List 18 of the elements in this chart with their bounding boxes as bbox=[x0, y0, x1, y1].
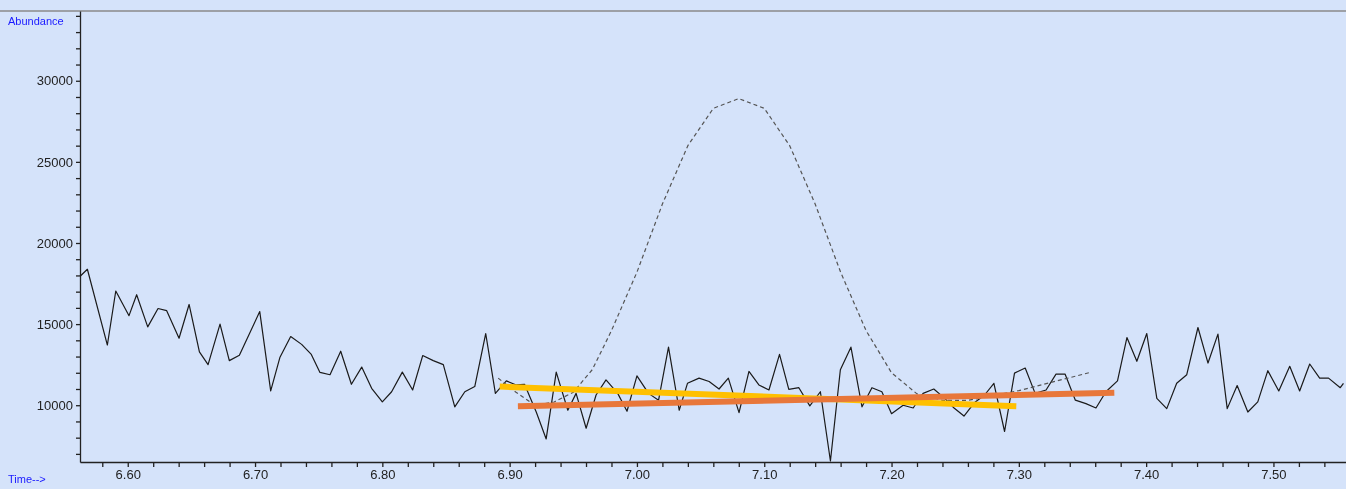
y-tick-label: 15000 bbox=[36, 316, 73, 332]
x-tick-label: 7.40 bbox=[1133, 467, 1160, 483]
x-tick-label: 7.30 bbox=[1006, 467, 1032, 483]
x-tick-label: 6.70 bbox=[242, 467, 269, 483]
y-tick-label: 20000 bbox=[36, 235, 73, 251]
y-tick-label: 30000 bbox=[36, 73, 73, 89]
x-tick-label: 7.00 bbox=[624, 467, 651, 483]
x-tick-label: 7.20 bbox=[879, 467, 905, 483]
x-tick-label: 7.50 bbox=[1261, 467, 1287, 483]
line-series bbox=[497, 98, 1090, 406]
y-tick-label: 25000 bbox=[36, 154, 73, 170]
x-axis-title: Time--> bbox=[8, 473, 46, 485]
y-tick-label: 10000 bbox=[36, 397, 73, 413]
x-tick-label: 6.80 bbox=[370, 467, 396, 483]
x-tick-label: 6.60 bbox=[115, 467, 141, 483]
y-axis-title: Abundance bbox=[8, 15, 64, 27]
x-tick-label: 6.90 bbox=[497, 467, 523, 483]
x-tick-label: 7.10 bbox=[752, 467, 778, 483]
